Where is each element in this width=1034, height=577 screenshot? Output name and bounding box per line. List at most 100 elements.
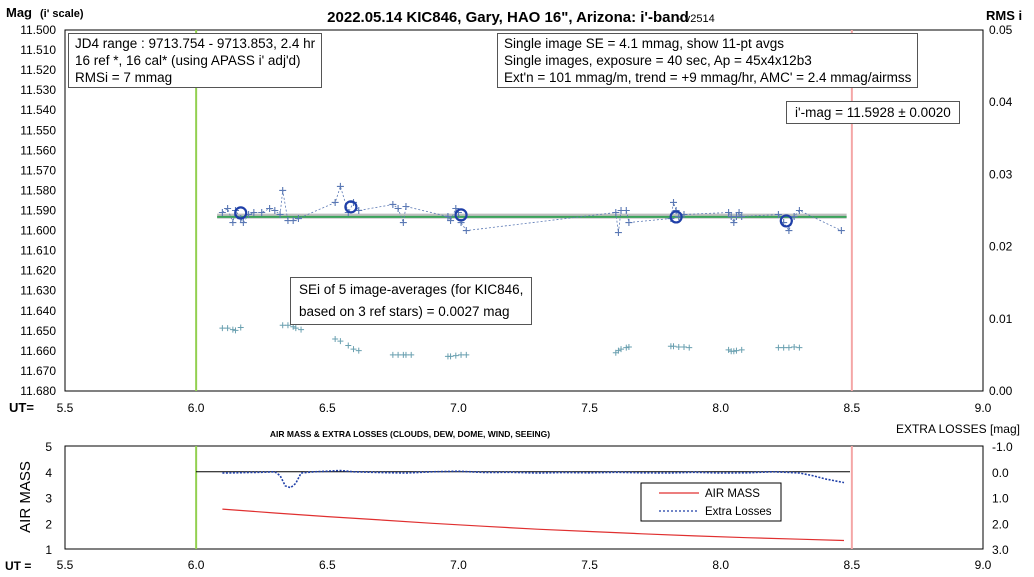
info-left-line2: 16 ref *, 16 cal* (using APASS i' adj'd) bbox=[75, 53, 301, 68]
rms-point bbox=[232, 327, 239, 334]
average-point bbox=[669, 210, 683, 224]
y-tick-label: 11.620 bbox=[20, 264, 56, 278]
rms-point bbox=[292, 325, 299, 332]
bottom-y-tick-label: 5 bbox=[45, 440, 52, 454]
y2-tick-label: 0.03 bbox=[989, 167, 1013, 181]
individual-image-point bbox=[785, 227, 793, 235]
individual-image-point bbox=[258, 209, 266, 217]
info-right-line2: Single images, exposure = 40 sec, Ap = 4… bbox=[504, 53, 812, 68]
y-tick-label: 11.540 bbox=[20, 103, 56, 117]
rms-point bbox=[675, 343, 682, 350]
y2-tick-label: 0.02 bbox=[989, 240, 1013, 254]
rms-point bbox=[738, 346, 745, 353]
y2-tick-label: 0.00 bbox=[989, 384, 1013, 398]
x-tick-label: 6.5 bbox=[319, 401, 336, 415]
individual-image-point bbox=[224, 204, 232, 212]
individual-image-point bbox=[229, 219, 237, 227]
bottom-x-axis-label: UT = bbox=[5, 559, 31, 573]
y-tick-label: 11.630 bbox=[20, 284, 56, 298]
rms-point bbox=[623, 344, 630, 351]
individual-image-point bbox=[837, 227, 845, 235]
individual-image-point bbox=[239, 219, 247, 227]
rms-point bbox=[219, 325, 226, 332]
rms-point bbox=[618, 346, 625, 353]
individual-image-point bbox=[355, 207, 363, 214]
rms-point bbox=[785, 344, 792, 351]
rms-point bbox=[408, 351, 415, 358]
bottom-y2-tick-labels: -1.0 0.0 1.0 2.0 3.0 bbox=[992, 440, 1013, 557]
data-series bbox=[218, 182, 845, 360]
rms-point bbox=[355, 347, 362, 354]
bottom-x-tick-labels: 5.5 6.0 6.5 7.0 7.5 8.0 8.5 9.0 bbox=[57, 558, 992, 572]
rms-point bbox=[686, 344, 693, 351]
y-tick-label: 11.640 bbox=[20, 304, 56, 318]
individual-image-point bbox=[625, 219, 633, 227]
x-tick-label: 6.0 bbox=[188, 401, 205, 415]
individual-image-point bbox=[670, 198, 678, 206]
rms-point bbox=[796, 344, 803, 351]
imag-result-text: i'-mag = 11.5928 ± 0.0020 bbox=[795, 105, 951, 120]
y2-tick-label: 0.01 bbox=[989, 312, 1013, 326]
individual-image-point bbox=[271, 207, 279, 214]
bottom-x-tick-label: 6.0 bbox=[188, 558, 205, 572]
bottom-x-tick-label: 8.5 bbox=[844, 558, 861, 572]
y-tick-labels: 11.500 11.510 11.520 11.530 11.540 11.550 11.5… bbox=[20, 23, 56, 398]
y-tick-label: 11.510 bbox=[20, 43, 56, 57]
extra-losses-line bbox=[222, 469, 845, 489]
y2-tick-labels: 0.00 0.01 0.02 0.03 0.04 0.05 bbox=[989, 23, 1013, 398]
individual-image-point bbox=[738, 213, 746, 221]
y-tick-label: 11.520 bbox=[20, 63, 56, 77]
bottom-x-tick-label: 8.0 bbox=[712, 558, 729, 572]
plot-area-top bbox=[64, 29, 984, 392]
y2-tick-label: 0.05 bbox=[989, 23, 1013, 37]
vertical-markers bbox=[195, 30, 853, 391]
individual-image-point bbox=[389, 200, 397, 208]
individual-image-point bbox=[394, 204, 402, 212]
individual-image-point bbox=[614, 229, 622, 237]
rms-point bbox=[332, 336, 339, 343]
y-axis-label-sub: (i' scale) bbox=[40, 8, 84, 20]
y-tick-label: 11.650 bbox=[20, 324, 56, 338]
plot-area-bottom bbox=[64, 445, 984, 550]
individual-image-point bbox=[444, 213, 452, 221]
bottom-x-tick-label: 6.5 bbox=[319, 558, 336, 572]
individual-images-line bbox=[222, 185, 842, 233]
individual-image-point bbox=[774, 211, 782, 219]
y-tick-label: 11.670 bbox=[20, 364, 56, 378]
y-tick-label: 11.560 bbox=[20, 143, 56, 157]
chart-version: - v2514 bbox=[678, 13, 715, 25]
rms-point bbox=[402, 351, 409, 358]
y-tick-label: 11.570 bbox=[20, 163, 56, 177]
rms-point bbox=[725, 346, 732, 353]
individual-image-point bbox=[279, 186, 287, 194]
bottom-x-tick-label: 7.5 bbox=[581, 558, 598, 572]
rms-point bbox=[279, 322, 286, 329]
y-tick-label: 11.610 bbox=[20, 244, 56, 258]
info-right-line1: Single image SE = 4.1 mmag, show 11-pt a… bbox=[504, 36, 785, 51]
individual-image-point bbox=[218, 209, 226, 217]
y-tick-label: 11.600 bbox=[20, 224, 56, 238]
rms-point bbox=[452, 352, 459, 359]
individual-image-point bbox=[266, 204, 274, 212]
rms-point bbox=[615, 347, 622, 354]
individual-image-point bbox=[612, 209, 620, 217]
airmass-line bbox=[222, 508, 845, 542]
legend-label-airmass: AIR MASS bbox=[705, 488, 760, 500]
bottom-y-tick-label: 1 bbox=[45, 543, 52, 557]
chart-title: 2022.05.14 KIC846, Gary, HAO 16", Arizon… bbox=[327, 9, 689, 26]
x-axis-label: UT= bbox=[9, 400, 34, 415]
rms-point bbox=[224, 325, 231, 332]
info-right-line3: Ext'n = 101 mmag/m, trend = +9 mmag/hr, … bbox=[504, 70, 912, 85]
individual-image-point bbox=[336, 182, 344, 190]
info-left-line1: JD4 range : 9713.754 - 9713.853, 2.4 hr bbox=[75, 36, 316, 51]
rms-point bbox=[345, 342, 352, 349]
rms-point bbox=[229, 326, 236, 333]
sei-line2: based on 3 ref stars) = 0.0027 mag bbox=[299, 304, 510, 319]
rms-point bbox=[775, 344, 782, 351]
bottom-y2-axis-label: EXTRA LOSSES [mag] bbox=[896, 422, 1020, 436]
rms-point bbox=[458, 351, 465, 358]
individual-image-point bbox=[331, 198, 339, 206]
info-box-right: Single image SE = 4.1 mmag, show 11-pt a… bbox=[497, 33, 919, 88]
y-tick-label: 11.500 bbox=[20, 23, 56, 37]
rms-point bbox=[670, 343, 677, 350]
